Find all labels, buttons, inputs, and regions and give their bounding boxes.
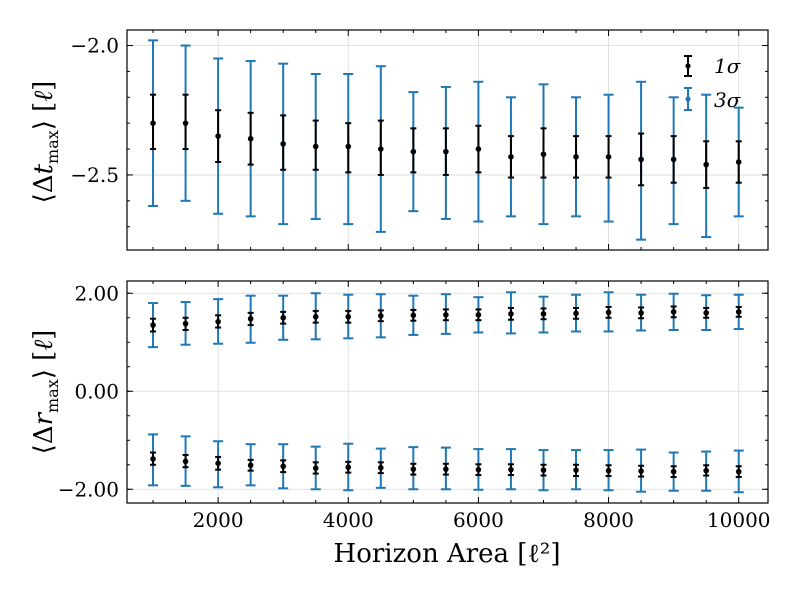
data-point — [150, 456, 156, 462]
data-point — [247, 462, 254, 469]
legend-one-sigma-marker — [684, 55, 692, 77]
data-point — [605, 154, 612, 160]
data-point — [312, 313, 319, 320]
data-point — [573, 467, 579, 473]
data-point — [735, 309, 742, 315]
axes-frame — [126, 29, 769, 251]
data-point — [247, 135, 254, 142]
data-point — [735, 468, 742, 475]
data-point — [215, 460, 221, 467]
data-point — [703, 161, 709, 168]
bottom-panel: 2000 4000 6000 8000 10000 2.00 0.00 −2.00 — [58, 280, 771, 532]
data-point — [345, 143, 352, 150]
x-tick-label: 2000 — [193, 508, 244, 532]
data-point — [670, 156, 677, 163]
data-point — [475, 466, 482, 473]
data-point — [443, 148, 449, 155]
legend-three-sigma-label: 3σ — [714, 88, 742, 112]
data-point — [703, 467, 709, 474]
data-point — [377, 464, 384, 471]
data-point — [410, 466, 417, 472]
top-panel: −2.0 −2.5 — [70, 29, 769, 251]
top-y-axis-title: ⟨Δtmax⟩ [ℓ] — [29, 81, 62, 204]
data-point — [475, 146, 482, 152]
data-point — [605, 309, 612, 316]
data-point — [280, 141, 286, 147]
data-point — [410, 312, 417, 319]
data-point — [573, 154, 579, 160]
y-tick-label: −2.5 — [70, 163, 119, 187]
data-point — [280, 314, 286, 321]
data-point — [638, 468, 644, 474]
data-point — [345, 313, 352, 320]
data-point — [508, 154, 514, 160]
data-point — [573, 310, 579, 317]
data-point — [215, 133, 221, 139]
y-tick-label: −2.0 — [70, 34, 119, 58]
data-point — [443, 312, 449, 318]
axes-frame — [126, 280, 769, 504]
data-point — [735, 159, 742, 165]
y-tick-label: 0.00 — [74, 379, 119, 403]
data-point — [150, 322, 156, 328]
x-axis-title: Horizon Area [ℓ²] — [334, 539, 561, 569]
legend-three-sigma-marker — [684, 87, 692, 111]
data-point — [670, 309, 677, 315]
data-point — [312, 143, 319, 150]
data-point — [377, 146, 384, 152]
y-tick-label: −2.00 — [58, 477, 119, 501]
data-point — [670, 468, 677, 475]
data-point — [508, 466, 514, 473]
data-point — [215, 318, 221, 325]
data-point — [182, 320, 189, 327]
data-point — [475, 312, 482, 318]
data-point — [540, 151, 547, 158]
x-tick-label: 8000 — [583, 508, 634, 532]
x-tick-label: 4000 — [323, 508, 374, 532]
data-point — [540, 467, 547, 473]
legend-one-sigma-label: 1σ — [714, 54, 742, 78]
data-point — [443, 466, 449, 472]
x-tick-label: 6000 — [453, 508, 504, 532]
data-point — [605, 467, 612, 474]
data-point — [345, 464, 352, 471]
data-point — [638, 310, 644, 316]
bottom-y-axis-title: ⟨Δrmax⟩ [ℓ] — [29, 330, 62, 455]
data-point — [377, 312, 384, 319]
data-point — [182, 458, 189, 465]
data-point — [703, 310, 709, 316]
data-point — [182, 120, 189, 126]
data-point — [638, 156, 644, 163]
data-point — [540, 311, 547, 317]
legend: 1σ 3σ — [684, 54, 742, 112]
y-tick-label: 2.00 — [74, 281, 119, 305]
data-point — [247, 315, 254, 322]
data-point — [280, 463, 286, 470]
data-point — [312, 465, 319, 472]
data-point — [508, 311, 514, 317]
x-tick-label: 10000 — [707, 508, 771, 532]
data-point — [150, 120, 156, 126]
data-point — [410, 148, 417, 155]
